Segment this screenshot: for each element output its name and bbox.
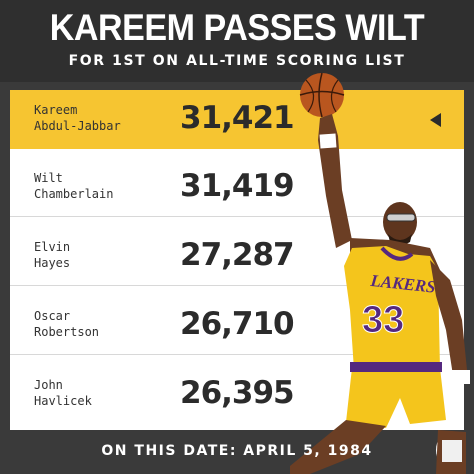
leaderboard-row-1: Kareem Abdul-Jabbar 31,421 (10, 90, 464, 149)
leaderboard-row-3: Elvin Hayes 27,287 (10, 227, 464, 286)
player-dunk-illustration: LAKERS 33 (290, 72, 470, 474)
career-points: 26,395 (180, 375, 295, 411)
player-name: Elvin Hayes (34, 240, 71, 270)
player-name: Oscar Robertson (34, 309, 100, 339)
page-title: KAREEM PASSES WILT (49, 7, 425, 48)
leaderboard-row-2: Wilt Chamberlain 31,419 (10, 158, 464, 217)
header-banner: KAREEM PASSES WILT FOR 1ST ON ALL-TIME S… (0, 0, 474, 82)
player-head (383, 202, 417, 245)
basketball-icon (299, 72, 345, 118)
career-points: 31,421 (180, 100, 295, 136)
career-points: 31,419 (180, 168, 295, 204)
date-caption: ON THIS DATE: APRIL 5, 1984 (101, 443, 373, 459)
career-points: 27,287 (180, 237, 295, 273)
jersey-number: 33 (362, 299, 404, 341)
leaderboard-row-5: John Havlicek 26,395 (10, 365, 464, 424)
player-name: Wilt Chamberlain (34, 171, 114, 201)
career-points: 26,710 (180, 306, 295, 342)
leader-marker-icon (430, 113, 441, 127)
player-name: John Havlicek (34, 378, 92, 408)
page-subtitle: FOR 1ST ON ALL-TIME SCORING LIST (68, 53, 406, 69)
player-name: Kareem Abdul-Jabbar (34, 103, 121, 133)
leaderboard-row-4: Oscar Robertson 26,710 (10, 296, 464, 355)
